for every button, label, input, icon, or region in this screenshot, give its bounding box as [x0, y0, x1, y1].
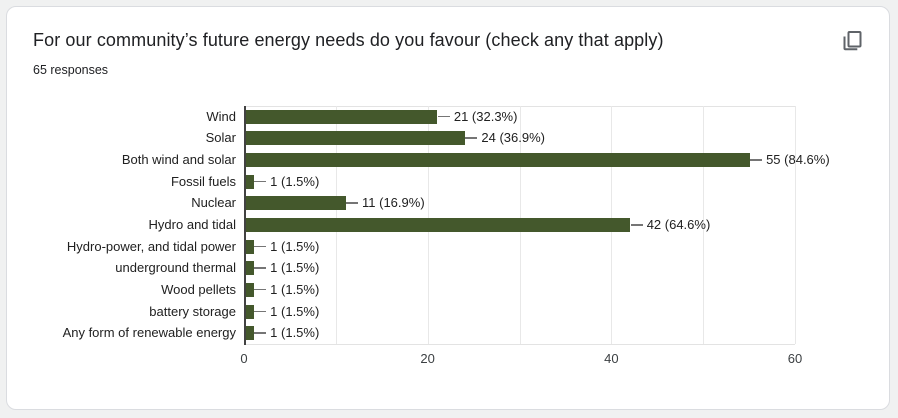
bar-value-label: 11 (16.9%) — [362, 195, 425, 211]
bar — [244, 153, 750, 168]
bar-value-label: 24 (36.9%) — [481, 130, 545, 146]
x-tick-label: 40 — [604, 351, 619, 366]
response-summary-card: For our community’s future energy needs … — [6, 6, 890, 410]
gridline — [427, 106, 429, 344]
bar-connector — [630, 224, 643, 226]
gridline — [611, 106, 613, 344]
bar-value-label: 1 (1.5%) — [270, 303, 320, 319]
bar-connector — [465, 137, 478, 139]
gridline — [519, 106, 521, 344]
category-label: Wind — [206, 108, 236, 124]
bar-connector — [346, 202, 359, 204]
plot-border-top — [244, 106, 795, 107]
bar — [244, 304, 254, 319]
category-label: Wood pellets — [161, 281, 236, 297]
responses-count: 65 responses — [33, 63, 109, 77]
bar-value-label: 55 (84.6%) — [766, 152, 830, 168]
gridline — [703, 106, 705, 344]
category-label: Hydro-power, and tidal power — [66, 238, 236, 254]
bar-connector — [254, 332, 267, 334]
bar-value-label: 42 (64.6%) — [646, 217, 711, 232]
x-axis-line — [244, 106, 246, 345]
bar-connector — [254, 245, 267, 248]
bar — [244, 218, 631, 232]
category-label: Hydro and tidal — [148, 217, 236, 232]
category-label: Solar — [205, 130, 236, 146]
bar — [244, 239, 254, 254]
bar-value-label: 21 (32.3%) — [453, 108, 518, 124]
category-label: Nuclear — [191, 195, 236, 211]
bar-connector — [750, 159, 763, 161]
category-label: battery storage — [149, 303, 236, 319]
category-label: Any form of renewable energy — [62, 325, 236, 341]
question-title: For our community’s future energy needs … — [33, 30, 664, 50]
bar — [244, 261, 254, 276]
bar-connector — [254, 288, 267, 291]
bar-connector — [254, 267, 267, 269]
bar-value-label: 1 (1.5%) — [270, 173, 320, 189]
gridline — [795, 106, 796, 344]
x-tick-label: 60 — [787, 351, 803, 366]
category-label: Both wind and solar — [121, 152, 236, 168]
plot-border-bottom — [244, 344, 795, 345]
bar — [244, 174, 254, 189]
card-header: For our community’s future energy needs … — [7, 7, 889, 77]
copy-icon[interactable] — [837, 27, 867, 57]
bar-value-label: 1 (1.5%) — [270, 281, 320, 297]
copy-icon-glyph — [843, 31, 862, 51]
x-tick-label: 0 — [240, 351, 248, 366]
category-label: Fossil fuels — [170, 173, 236, 189]
x-tick-label: 20 — [420, 351, 435, 366]
bar — [244, 109, 438, 124]
bar-connector — [437, 115, 450, 118]
bar — [244, 131, 465, 146]
bar-value-label: 1 (1.5%) — [270, 238, 320, 254]
category-label: underground thermal — [115, 260, 236, 276]
bar-value-label: 1 (1.5%) — [270, 325, 320, 341]
gridline — [335, 106, 337, 344]
bar-value-label: 1 (1.5%) — [270, 260, 320, 276]
bar — [244, 282, 254, 297]
bar-connector — [254, 180, 267, 183]
bar-connector — [254, 310, 267, 313]
bar — [244, 196, 346, 211]
bar — [244, 326, 254, 341]
